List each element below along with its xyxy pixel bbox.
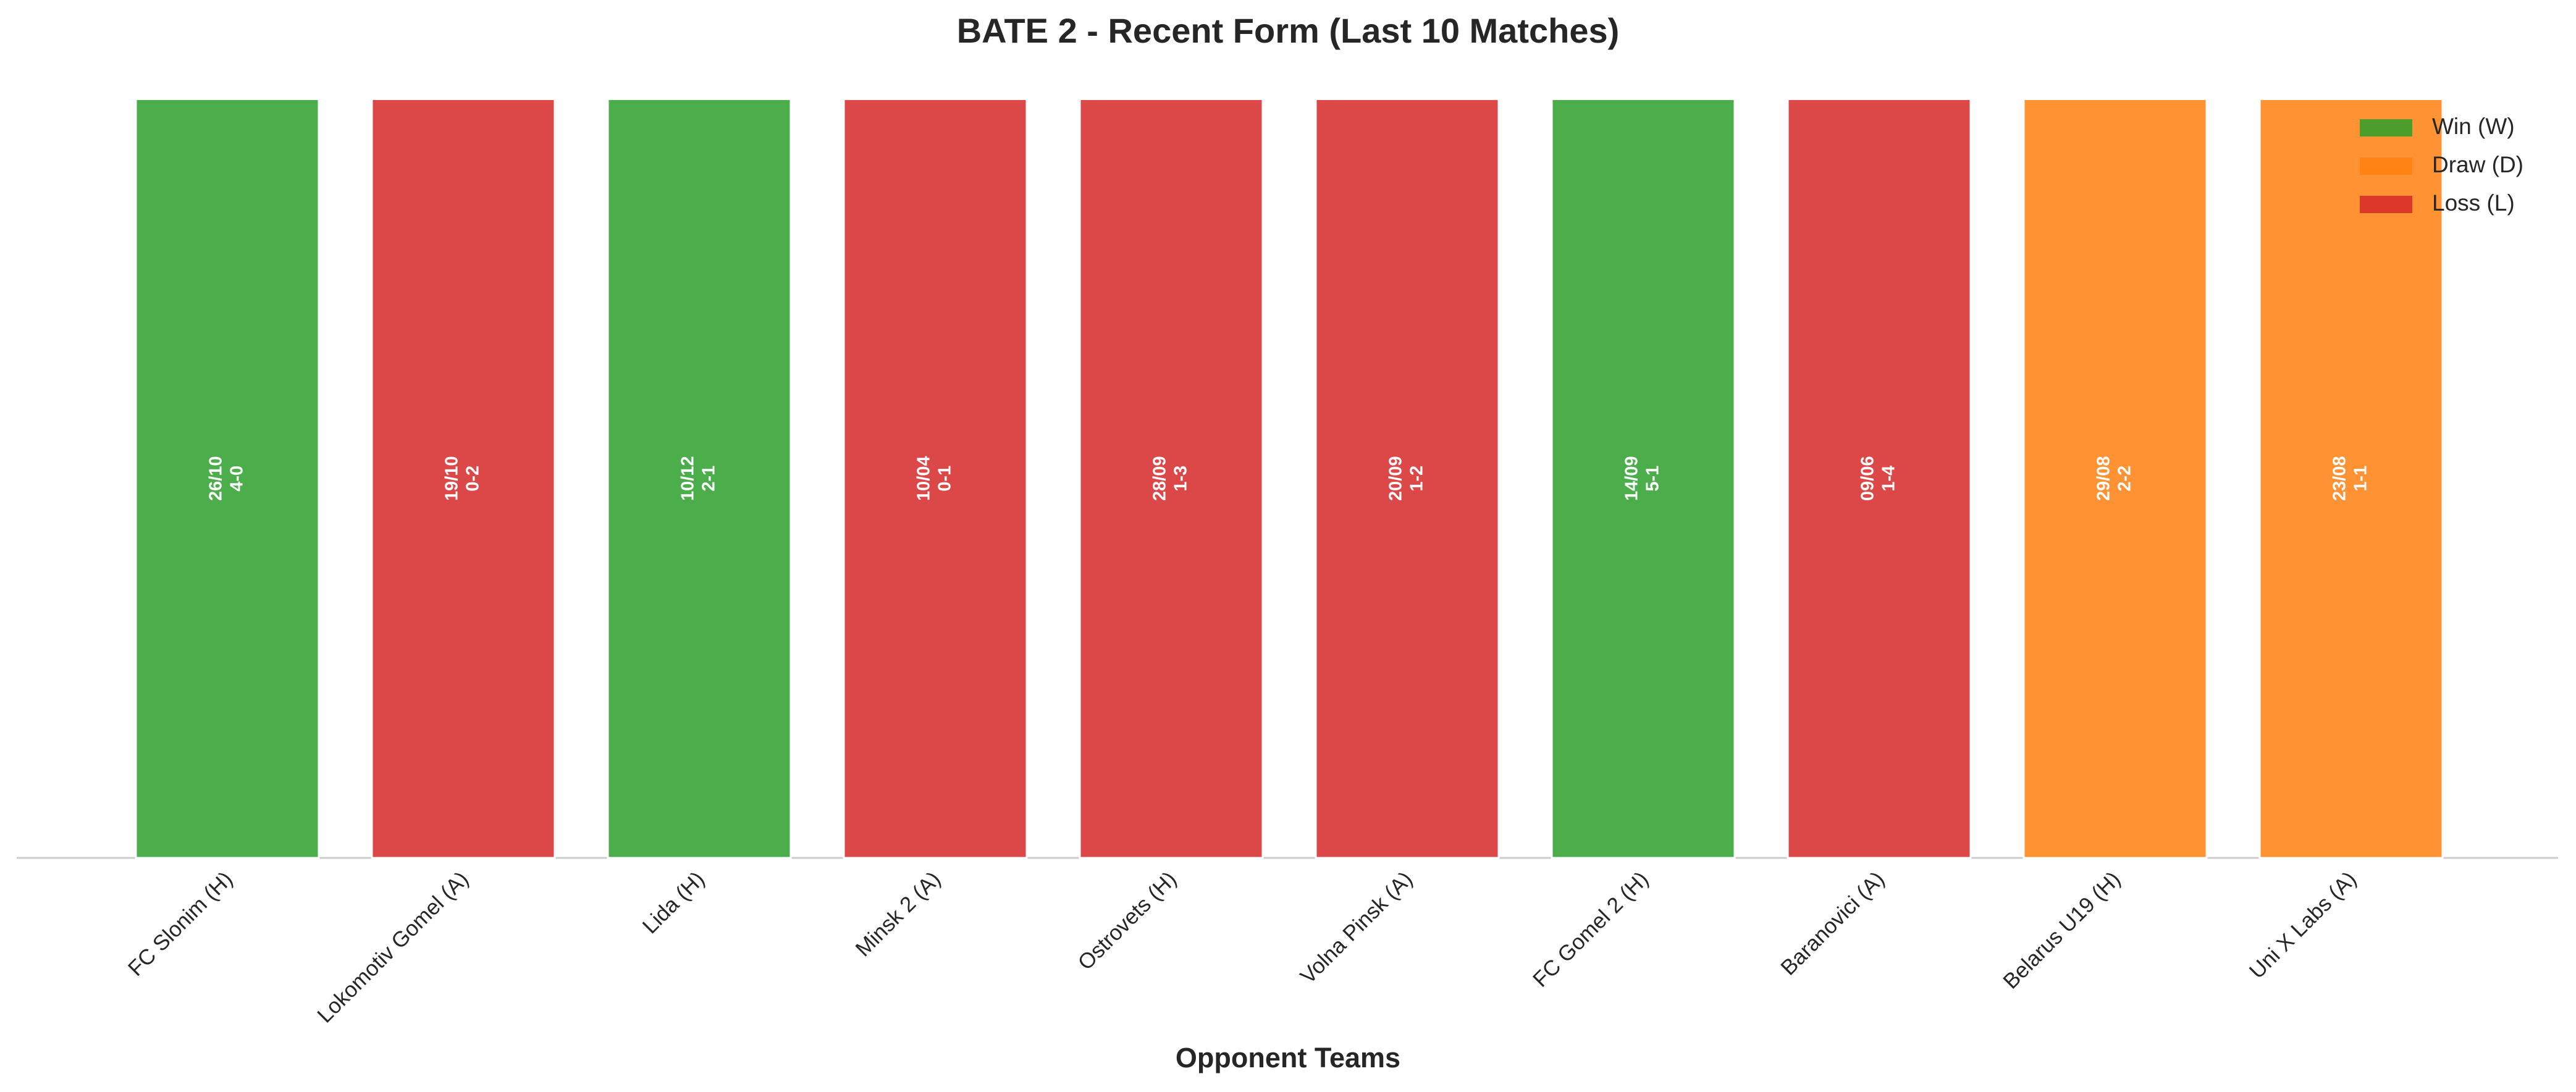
x-tick-label: Minsk 2 (A) [851, 867, 945, 962]
match-score: 5-1 [1643, 466, 1663, 492]
match-date: 20/09 [1386, 456, 1406, 501]
match-date: 28/09 [1150, 456, 1170, 501]
bar [843, 98, 1028, 859]
x-tick-label: FC Gomel 2 (H) [1528, 867, 1653, 992]
bar-label: 26/10 4-0 [206, 456, 247, 501]
x-tick-label: Lida (H) [638, 867, 710, 939]
bar-label: 19/10 0-2 [442, 456, 483, 501]
match-score: 2-2 [2115, 466, 2135, 492]
bar [2258, 98, 2444, 859]
bar [1079, 98, 1264, 859]
match-date: 09/06 [1858, 456, 1878, 501]
bar [607, 98, 792, 859]
legend-label: Draw (D) [2432, 152, 2523, 177]
x-axis-label: Opponent Teams [1176, 1042, 1400, 1073]
match-date: 10/04 [914, 456, 934, 501]
legend-swatch [2360, 158, 2412, 175]
x-tick-label: Volna Pinsk (A) [1295, 867, 1417, 989]
match-score: 0-1 [935, 466, 955, 492]
x-tick-label: Uni X Labs (A) [2245, 867, 2362, 984]
bar-label: 20/09 1-2 [1386, 456, 1427, 501]
bar [1787, 98, 1972, 859]
legend-label: Win (W) [2432, 114, 2515, 139]
match-score: 0-2 [463, 466, 483, 492]
match-score: 4-0 [227, 466, 247, 492]
x-tick-label: Belarus U19 (H) [1998, 867, 2125, 994]
match-date: 26/10 [206, 456, 226, 501]
x-tick-label: Ostrovets (H) [1073, 867, 1181, 975]
match-date: 19/10 [442, 456, 462, 501]
match-date: 29/08 [2094, 456, 2114, 501]
bar-label: 09/06 1-4 [1858, 456, 1899, 501]
match-date: 14/09 [1622, 456, 1642, 501]
bar-label: 14/09 5-1 [1622, 456, 1663, 501]
bar [371, 98, 556, 859]
x-tick-label: Baranovici (A) [1776, 867, 1889, 980]
match-date: 10/12 [678, 456, 698, 501]
bar [1551, 98, 1736, 859]
x-tick-label: FC Slonim (H) [124, 867, 237, 981]
bar [2022, 98, 2208, 859]
match-score: 1-2 [1407, 466, 1427, 492]
bar [135, 98, 320, 859]
match-score: 1-4 [1879, 466, 1899, 492]
match-score: 1-3 [1171, 466, 1191, 492]
bar-label: 10/12 2-1 [678, 456, 719, 501]
bar-label: 28/09 1-3 [1150, 456, 1191, 501]
bar [1315, 98, 1500, 859]
bar-label: 23/08 1-1 [2330, 456, 2371, 501]
match-date: 23/08 [2330, 456, 2350, 501]
chart-title: BATE 2 - Recent Form (Last 10 Matches) [957, 11, 1620, 50]
match-score: 1-1 [2351, 466, 2371, 492]
legend-swatch [2360, 196, 2412, 213]
legend-swatch [2360, 119, 2412, 136]
bar-label: 29/08 2-2 [2094, 456, 2135, 501]
bar-label: 10/04 0-1 [914, 456, 955, 501]
match-score: 2-1 [699, 466, 719, 492]
x-tick-label: Lokomotiv Gomel (A) [313, 867, 473, 1028]
legend-label: Loss (L) [2432, 190, 2515, 216]
